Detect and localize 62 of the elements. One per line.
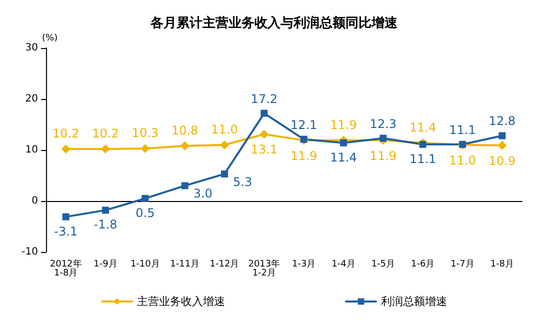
data-label: 12.8 [488,114,516,128]
data-label: 11.4 [330,150,357,164]
data-label: 3.0 [193,186,212,201]
data-label: 10.3 [132,126,159,140]
data-label: 11.4 [409,120,436,134]
point [260,130,269,139]
y-tick-label: 20 [25,94,38,104]
y-tick-label: 0 [32,196,38,206]
chart-title: 各月累计主营业务收入与利润总额同比增速 [150,15,398,31]
point [419,140,426,148]
x-tick-label: 1-11月 [170,260,200,270]
y-tick-label: -10 [22,246,38,258]
data-label: 10.2 [52,126,80,140]
legend-label: 利润总额增速 [381,295,447,308]
data-label: 10.9 [488,154,516,168]
point [498,132,506,140]
point [340,139,347,146]
x-tick-label: 1-7月 [450,260,474,270]
data-label: 11.9 [330,118,357,132]
data-label: -3.1 [54,224,78,238]
data-label: -1.8 [94,218,118,232]
point [180,141,190,150]
x-tick-label: 1-9月 [94,260,118,270]
point [220,140,229,150]
x-tick-label: 1-4月 [332,260,356,270]
x-tick-label: 1-12月 [210,260,240,270]
point [181,182,188,190]
data-label: 12.1 [290,118,318,132]
data-label: 11.1 [449,122,476,137]
y-tick-label: 10 [25,144,38,156]
point [101,144,110,154]
data-label: 0.5 [136,206,155,220]
data-label: 5.3 [233,174,252,189]
data-label: 12.3 [370,116,397,131]
x-tick-label: 1-6月 [410,260,435,270]
data-label: 11.0 [449,153,476,168]
point [498,140,507,150]
point [62,213,70,220]
point [102,206,109,214]
point [260,110,268,117]
x-tick-label: 1-10月 [130,260,160,270]
data-label: 10.8 [171,123,198,138]
x-tick-label: 1-5月 [371,260,396,270]
data-label: 10.2 [92,126,119,140]
data-label: 17.2 [250,92,278,106]
y-axis-title: (%) [42,34,58,44]
point [142,194,149,202]
point [221,170,228,178]
x-tick-label: 2013年 1-2月 [248,258,280,278]
y-tick-label: 30 [25,42,38,54]
point [61,144,70,154]
data-label: 11.9 [370,148,397,163]
point [140,144,150,153]
legend-label: 主营业务收入增速 [137,295,225,308]
x-tick-label: 1-8月 [490,260,514,270]
data-label: 11.9 [290,148,318,163]
data-label: 11.0 [211,122,238,136]
data-label: 11.1 [409,152,436,166]
point [380,134,387,142]
x-tick-label: 1-3月 [292,260,316,270]
data-label: 13.1 [250,142,278,157]
x-tick-label: 2012年 1-8月 [50,258,82,278]
